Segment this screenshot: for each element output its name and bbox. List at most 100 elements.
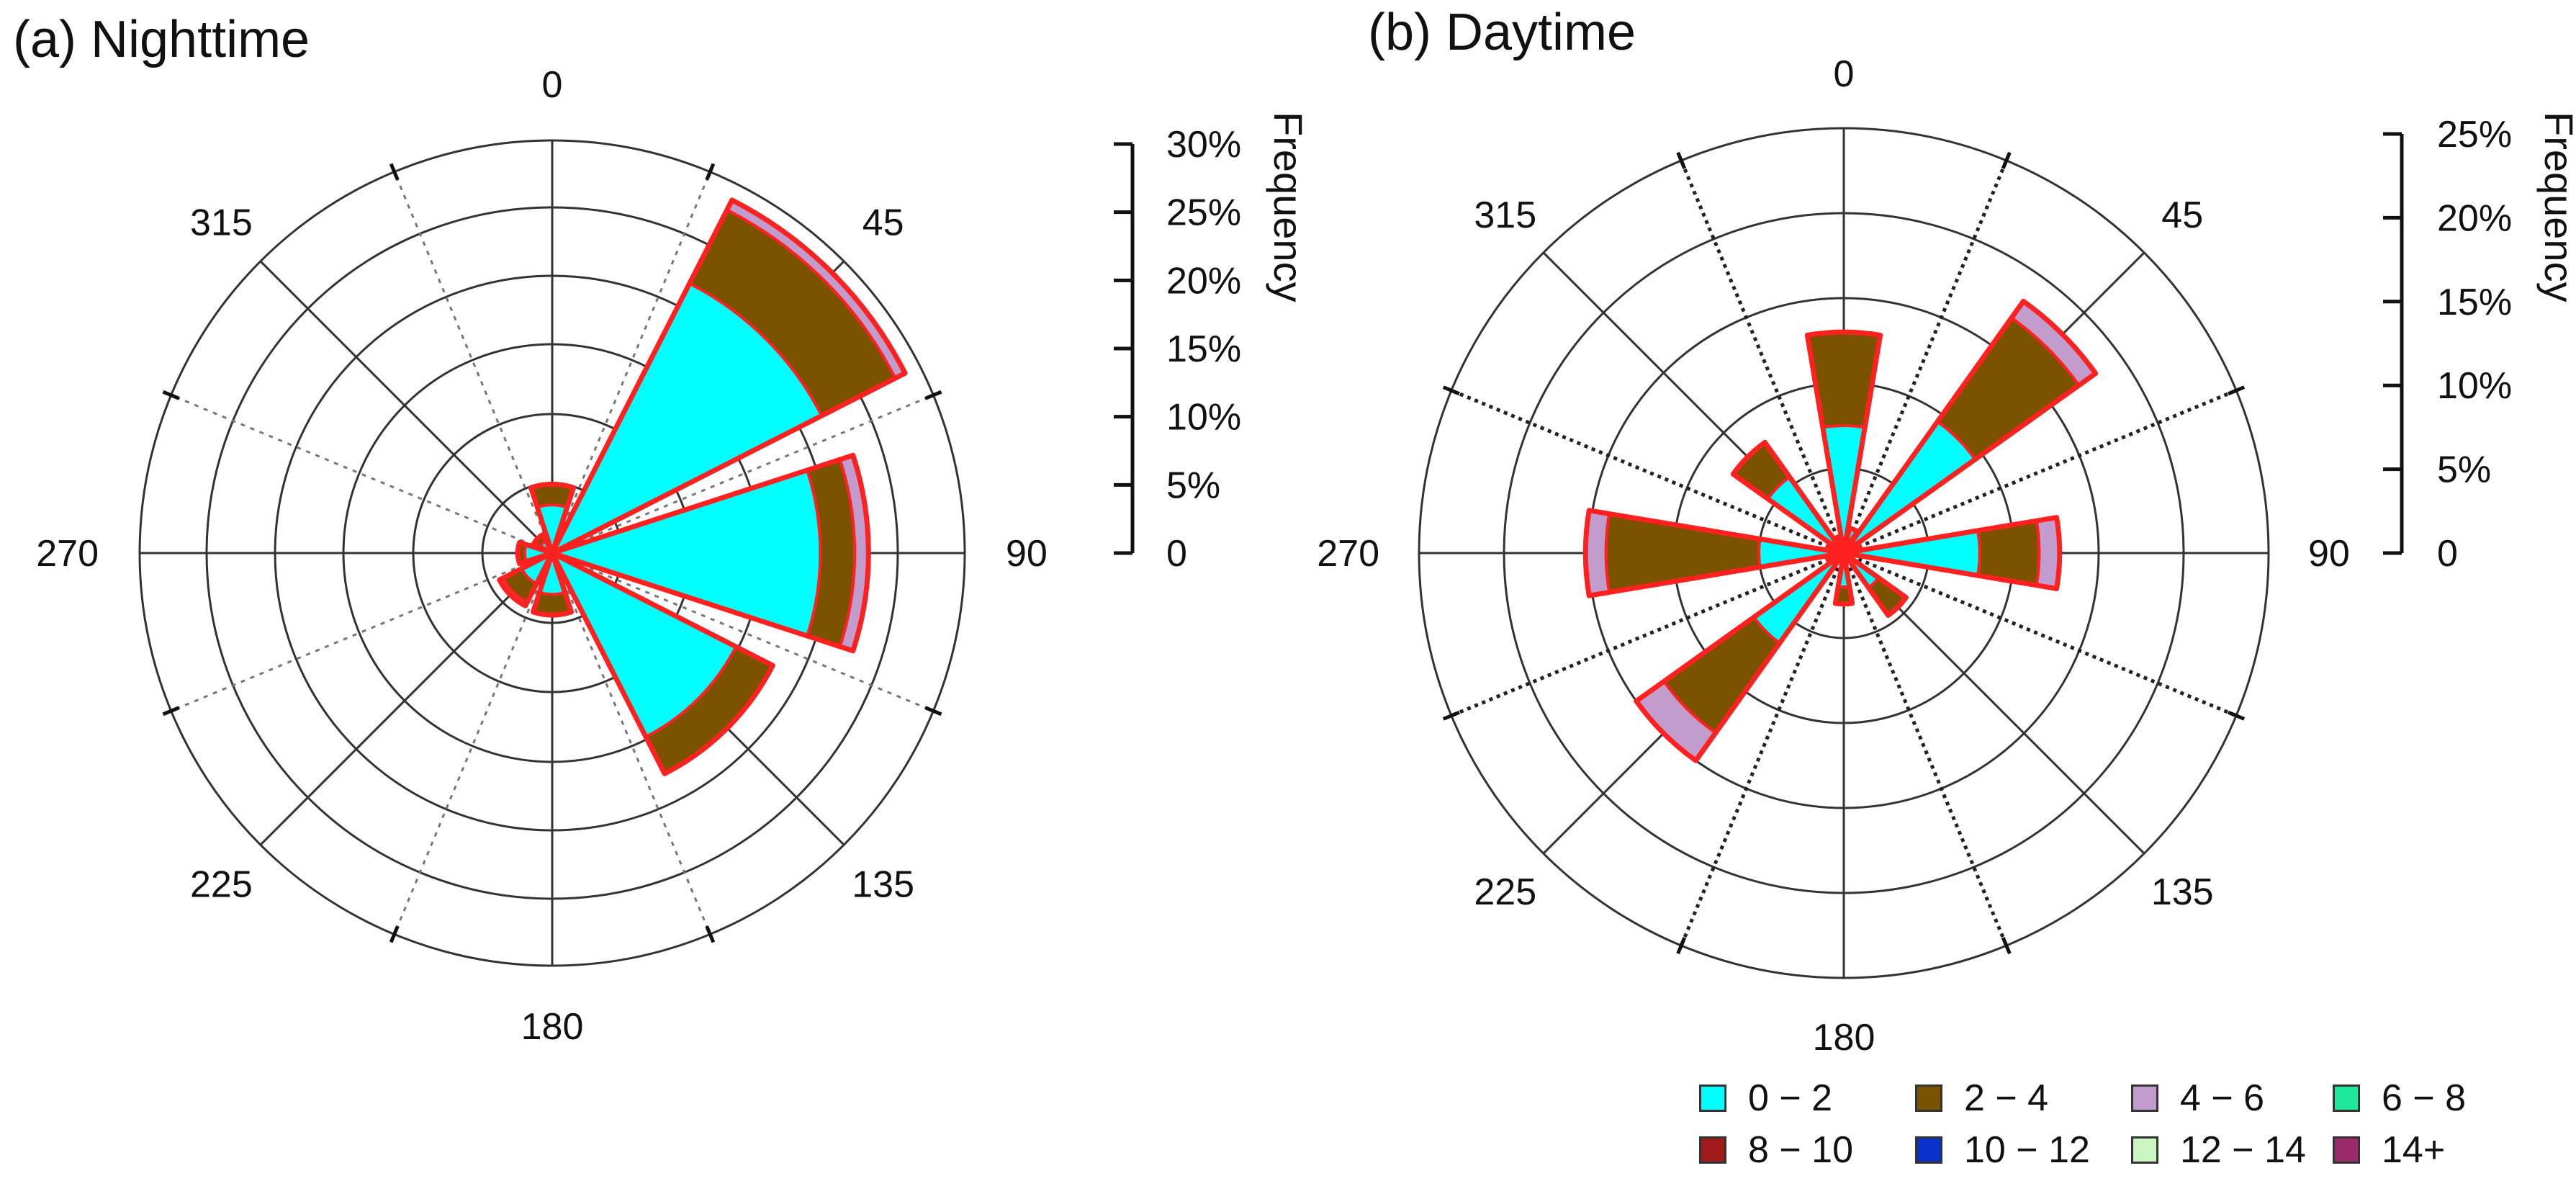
- direction-label: 315: [1474, 194, 1536, 236]
- radial-axis-label: Frequency: [1266, 112, 1311, 302]
- outer-tick: [2001, 151, 2012, 169]
- bar-outline: [549, 550, 775, 776]
- grid-spoke-dotted: [551, 552, 934, 712]
- radial-axis-tick-label: 20%: [2437, 197, 2512, 239]
- outer-tick: [1676, 937, 1687, 955]
- legend-swatch: [1915, 1136, 1942, 1164]
- direction-label: 0: [542, 64, 563, 106]
- legend-swatch: [1699, 1136, 1726, 1164]
- grid-spoke: [259, 552, 554, 846]
- outer-tick: [705, 925, 716, 943]
- legend-label: 6 − 8: [2382, 1077, 2467, 1119]
- direction-label: 135: [852, 864, 914, 906]
- direction-label: 225: [1474, 871, 1536, 913]
- outer-tick: [924, 390, 942, 400]
- direction-label: 0: [1834, 53, 1855, 95]
- legend-item: 6 − 8: [2333, 1077, 2466, 1120]
- direction-label: 315: [190, 202, 253, 243]
- grid-spoke-dotted: [393, 171, 554, 554]
- bar-outline: [1841, 550, 1909, 618]
- grid-spoke-dotted: [551, 552, 711, 935]
- outer-tick: [389, 163, 400, 181]
- grid-spoke: [259, 260, 554, 554]
- radial-axis-tick-label: 0: [2437, 533, 2458, 575]
- outer-tick: [2228, 385, 2246, 396]
- outer-tick: [162, 706, 180, 717]
- bar-outline: [1582, 508, 1847, 598]
- radial-axis-tick-label: 20%: [1166, 260, 1241, 302]
- legend-swatch: [1915, 1085, 1942, 1112]
- legend-label: 10 − 12: [1964, 1129, 2090, 1171]
- bar-outline: [1841, 298, 2099, 556]
- legend-item: 2 − 4: [1915, 1077, 2048, 1120]
- bar-outline: [549, 197, 908, 556]
- legend-label: 8 − 10: [1748, 1129, 1854, 1171]
- direction-label: 45: [2161, 194, 2203, 236]
- legend-swatch: [2333, 1085, 2360, 1112]
- direction-label: 180: [1813, 1017, 1875, 1059]
- direction-label: 225: [190, 864, 253, 906]
- grid-spoke-dotted: [393, 552, 554, 935]
- legend-item: 4 − 6: [2131, 1077, 2264, 1120]
- outer-tick: [705, 163, 716, 181]
- panel-b-title: (b) Daytime: [1368, 4, 1636, 61]
- radial-axis-tick-label: 25%: [1166, 192, 1241, 234]
- legend-label: 0 − 2: [1748, 1077, 1833, 1119]
- radial-axis-label: Frequency: [2536, 112, 2576, 302]
- direction-label: 180: [521, 1006, 584, 1048]
- outer-tick: [924, 706, 942, 717]
- outer-tick: [2228, 710, 2246, 721]
- bar-outline: [1841, 515, 2063, 591]
- daytime-rose: 0 45 90 135 180 225 270 315 0 5% 10% 15% 20% 25% Frequ…: [1317, 53, 2576, 1059]
- radial-axis-tick-label: 5%: [1166, 464, 1220, 506]
- grid-spoke-dotted: [551, 171, 711, 554]
- bar-outline: [549, 452, 871, 654]
- bar-outline: [1804, 329, 1883, 556]
- direction-label: 90: [1006, 533, 1048, 575]
- outer-tick: [389, 925, 400, 943]
- outer-tick: [162, 390, 180, 400]
- bar-outline: [497, 550, 555, 609]
- bar-outline: [1832, 534, 1847, 556]
- radial-axis-tick-label: 15%: [1166, 328, 1241, 370]
- legend-label: 4 − 6: [2180, 1077, 2265, 1119]
- radial-axis-tick-label: 10%: [2437, 365, 2512, 407]
- radial-axis-tick-label: 30%: [1166, 124, 1241, 166]
- legend-label: 14+: [2382, 1129, 2446, 1171]
- direction-label: 270: [36, 533, 99, 575]
- direction-label: 270: [1317, 533, 1379, 575]
- legend-item: 8 − 10: [1699, 1128, 1853, 1172]
- radial-axis-tick-label: 5%: [2437, 449, 2491, 491]
- legend-label: 2 − 4: [1964, 1077, 2049, 1119]
- direction-label: 90: [2308, 533, 2350, 575]
- outer-tick: [1676, 151, 1687, 169]
- legend-swatch: [2131, 1085, 2158, 1112]
- legend-item: 14+: [2333, 1128, 2445, 1172]
- legend-swatch: [2333, 1136, 2360, 1164]
- legend-swatch: [2131, 1136, 2158, 1164]
- legend-item: 0 − 2: [1699, 1077, 1832, 1120]
- legend-swatch: [1699, 1085, 1726, 1112]
- bar-outline: [530, 550, 575, 618]
- outer-tick: [2001, 937, 2012, 955]
- panel-a-title: (a) Nighttime: [13, 11, 310, 68]
- nighttime-rose: 0 45 90 135 180 225 270 315 0 5% 10% 15% 20% 25% 30% Fr…: [36, 64, 1311, 1048]
- direction-label: 135: [2151, 871, 2214, 913]
- outer-tick: [1442, 385, 1460, 396]
- bar-outline: [1730, 439, 1847, 556]
- bar-outline: [531, 531, 555, 556]
- radial-axis-tick-label: 15%: [2437, 282, 2512, 323]
- grid-spoke-dotted: [171, 552, 553, 712]
- legend-label: 12 − 14: [2180, 1129, 2306, 1171]
- legend-item: 12 − 14: [2131, 1128, 2306, 1172]
- grid-spoke-dotted: [171, 394, 553, 554]
- legend-item: 10 − 12: [1915, 1128, 2090, 1172]
- bar-outline: [515, 539, 555, 567]
- bar-outline: [1832, 550, 1855, 607]
- bar-outline: [1634, 550, 1847, 763]
- radial-axis-tick-label: 25%: [2437, 114, 2512, 156]
- radial-axis-tick-label: 10%: [1166, 397, 1241, 439]
- outer-tick: [1442, 710, 1460, 721]
